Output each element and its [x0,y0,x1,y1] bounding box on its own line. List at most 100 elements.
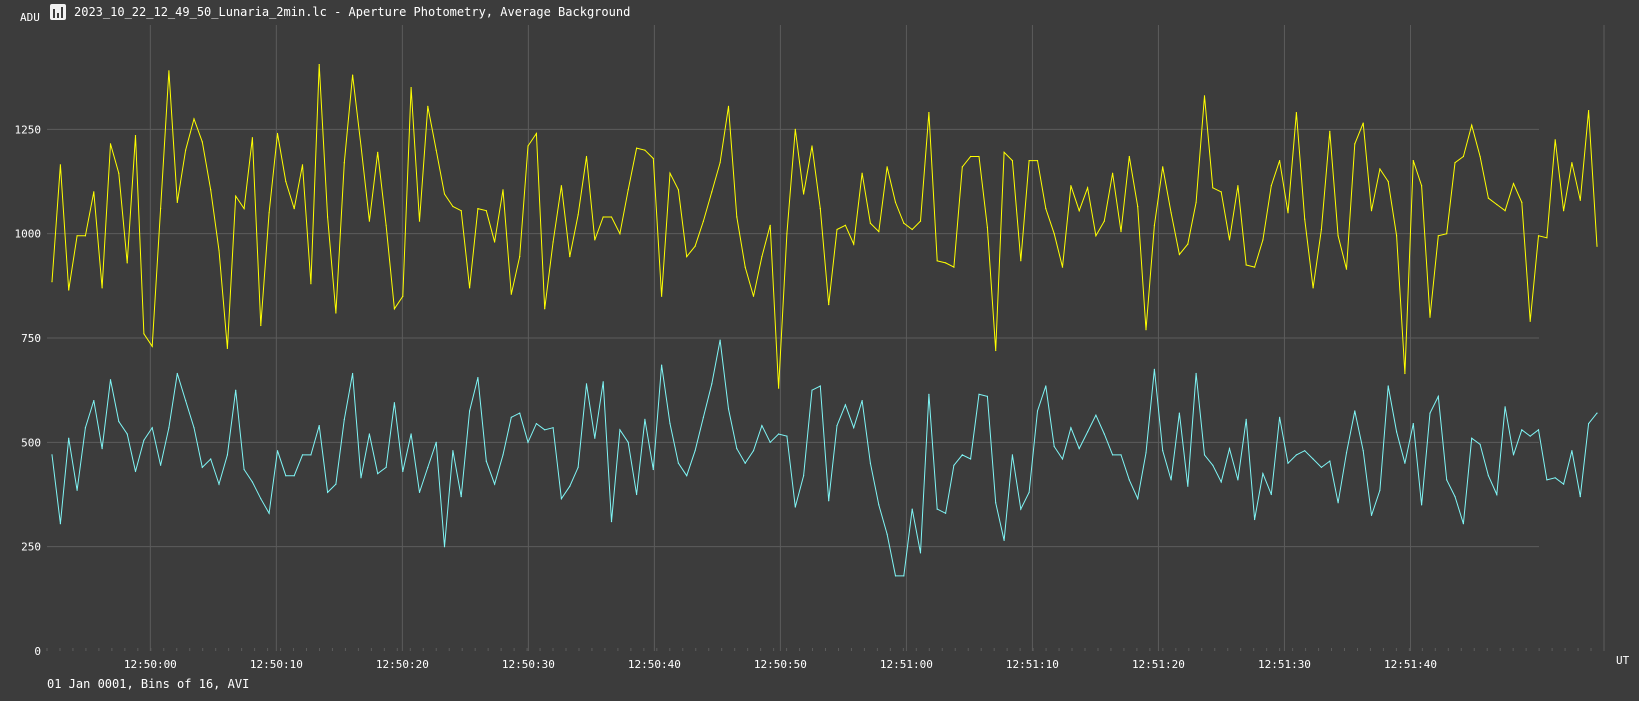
data-point [402,470,404,473]
data-point [752,450,755,452]
data-point [368,433,370,435]
data-point [1178,412,1180,414]
data-point [970,155,972,158]
data-point [702,220,705,222]
data-point [1295,454,1297,456]
data-point [853,243,855,245]
x-tick-label: 12:51:40 [1384,658,1437,671]
data-point [1153,224,1155,226]
data-point [327,491,329,493]
data-point [494,483,496,485]
data-point [544,429,546,431]
data-point [393,402,395,404]
data-point [510,416,512,418]
data-point [1504,406,1506,408]
data-point [1437,395,1439,397]
data-point [1354,410,1356,412]
data-point [786,233,788,235]
data-point [1070,185,1072,187]
data-point [1320,228,1322,231]
data-point [986,395,989,397]
data-point [1396,235,1398,237]
data-point [1563,210,1565,212]
data-point [1579,199,1581,201]
data-point [1162,450,1164,452]
data-point [744,266,746,268]
data-point [602,381,604,383]
data-point [418,220,421,222]
data-point [627,441,629,443]
data-point [928,393,930,395]
data-point [519,256,521,258]
data-point [76,235,78,237]
data-point [402,295,404,297]
data-point [1304,450,1306,452]
data-point [819,385,821,387]
series-line-yellow [51,64,1598,389]
data-point [1220,191,1222,193]
data-point [134,470,137,473]
data-point [235,389,237,391]
data-point [151,427,153,429]
data-point [1028,491,1030,493]
data-point [778,433,780,435]
data-point [201,141,203,143]
data-point [585,155,588,158]
data-point [1145,452,1147,454]
data-point [911,228,913,231]
x-tick-label: 12:50:40 [628,658,681,671]
data-point [1287,462,1289,464]
data-point [1270,185,1272,187]
data-point [811,389,813,391]
data-point [1404,462,1406,464]
data-point [1195,201,1197,203]
data-point [1446,479,1448,481]
data-point [1345,268,1348,270]
title-bar: 2023_10_22_12_49_50_Lunaria_2min.lc - Ap… [50,3,630,21]
data-point [819,208,821,210]
data-point [276,132,279,135]
data-point [76,489,78,491]
data-point [385,224,387,226]
x-tick-label: 12:50:50 [754,658,807,671]
data-point [1112,454,1114,456]
data-point [694,450,696,452]
data-point [652,468,654,471]
data-point [569,256,571,258]
data-point [260,324,262,327]
data-point [360,145,362,147]
data-point [377,151,379,153]
data-point [201,466,203,468]
data-point [1504,210,1506,212]
data-point [1596,245,1598,247]
data-point [669,423,671,425]
data-point [1095,235,1097,237]
data-point [210,189,212,191]
data-point [1053,445,1055,448]
data-point [711,383,713,385]
data-point [711,191,713,193]
data-point [101,287,103,289]
data-point [168,427,170,429]
data-point [427,105,429,107]
data-point [1312,458,1314,460]
data-point [569,485,571,487]
data-point [193,118,195,120]
data-point [310,283,312,285]
data-point [1521,429,1523,431]
data-point [978,393,980,395]
data-point [360,477,362,479]
data-point [1521,201,1523,203]
data-point [961,166,963,168]
data-point [794,128,796,130]
chart-series [51,64,1598,577]
data-point [577,466,579,468]
data-point [1128,155,1130,158]
data-point [702,416,705,418]
data-point [527,441,529,443]
data-point [1053,233,1055,235]
y-tick-label: 1000 [15,228,42,241]
data-point [719,339,721,341]
data-point [1262,239,1264,241]
x-tick-label: 12:50:20 [376,658,429,671]
